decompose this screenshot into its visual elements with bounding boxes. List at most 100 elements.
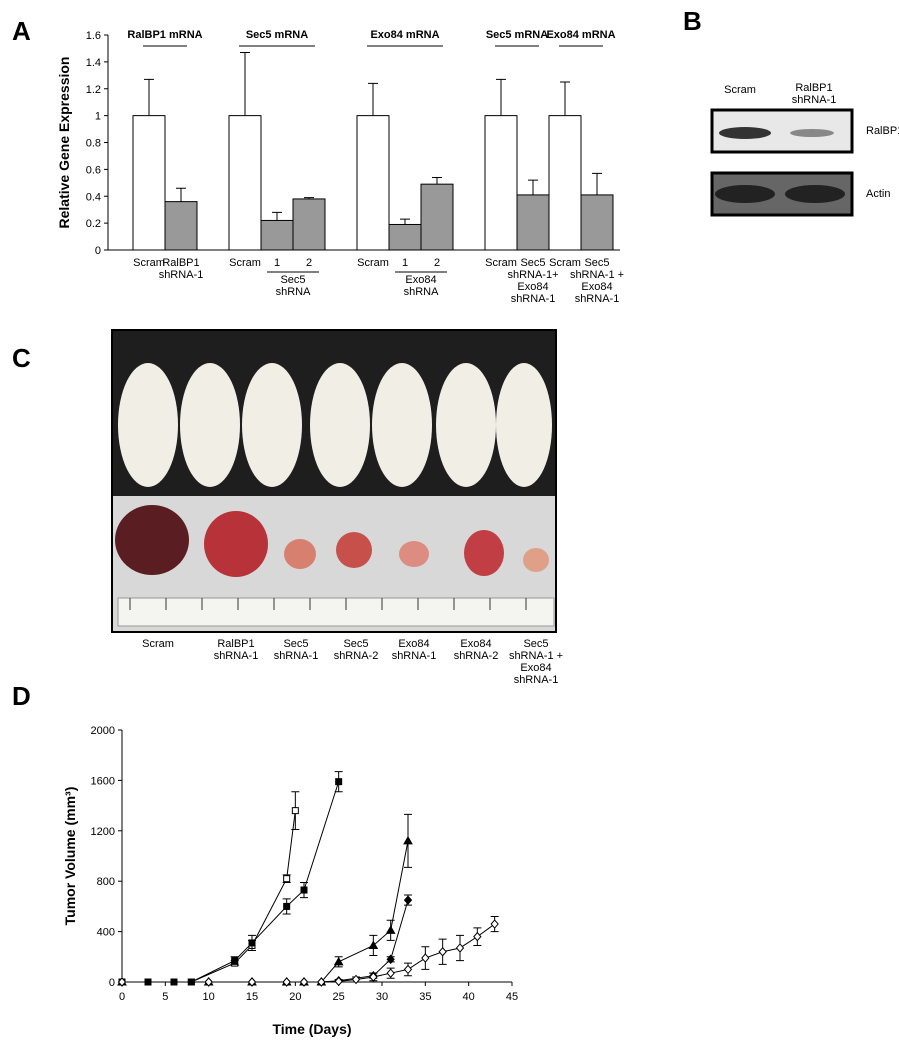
y-tick-label: 1.4	[86, 57, 101, 69]
series-line	[122, 899, 409, 983]
marker	[473, 931, 482, 942]
marker	[247, 977, 257, 987]
error-bar	[272, 211, 282, 221]
x-tick-label: 2	[306, 257, 312, 269]
marker	[248, 939, 256, 947]
series-line	[122, 923, 495, 983]
bar	[228, 115, 262, 251]
marker	[283, 875, 291, 883]
x-tick-label: Scram	[485, 257, 517, 269]
x-tick-label: Scram	[229, 257, 261, 269]
y-tick-label: 0.2	[86, 218, 101, 230]
marker	[117, 977, 127, 987]
marker	[351, 974, 361, 985]
y-tick-label: 400	[97, 927, 115, 939]
series-line	[122, 781, 340, 983]
group-header: Sec5 mRNA	[486, 29, 548, 41]
marker	[335, 778, 343, 786]
y-tick-label: 1200	[91, 826, 115, 838]
bar	[420, 183, 454, 251]
bar	[580, 194, 614, 251]
band-label: Actin	[866, 188, 890, 200]
lane-label: Scram	[724, 84, 756, 96]
series-line	[122, 840, 409, 983]
y-tick-label: 1.6	[86, 30, 101, 42]
marker	[282, 977, 291, 987]
marker	[231, 957, 239, 965]
marker	[317, 977, 326, 987]
bar	[388, 223, 422, 251]
error-bar	[528, 179, 538, 195]
x-tick-label: 20	[289, 991, 301, 1003]
x-tick-label: 25	[333, 991, 345, 1003]
bar	[164, 201, 198, 251]
marker	[299, 977, 309, 987]
error-bar	[368, 82, 378, 116]
y-axis-label: Tumor Volume (mm³)	[62, 787, 78, 926]
x-tick-label: 30	[376, 991, 388, 1003]
y-tick-label: 1600	[91, 775, 115, 787]
x-tick-label: 2	[434, 257, 440, 269]
x-tick-label: 35	[419, 991, 431, 1003]
photo-label: Exo84 shRNA-2	[454, 638, 499, 662]
y-tick-label: 0.6	[86, 164, 101, 176]
bar	[548, 115, 582, 251]
panel-label: B	[683, 6, 702, 36]
bar	[260, 219, 294, 251]
x-tick-label: 40	[463, 991, 475, 1003]
x-tick-label: 10	[203, 991, 215, 1003]
panel-label: A	[12, 16, 31, 46]
x-tick-label: Scram	[357, 257, 389, 269]
bar	[356, 115, 390, 251]
error-bar	[496, 78, 506, 116]
photo	[111, 329, 557, 633]
y-tick-label: 0.8	[86, 138, 101, 150]
marker	[403, 964, 413, 975]
y-tick-label: 0	[109, 977, 115, 989]
error-bar	[176, 187, 186, 202]
marker	[369, 972, 378, 982]
photo-label: Exo84 shRNA-1	[392, 638, 437, 662]
marker	[300, 886, 308, 894]
photo-label: Scram	[142, 638, 174, 650]
error-bar	[400, 218, 410, 225]
error-bar	[560, 81, 570, 116]
marker	[438, 947, 447, 957]
marker	[455, 943, 465, 953]
western-blot	[710, 108, 854, 217]
photo-label: RalBP1 shRNA-1	[214, 638, 259, 662]
bar	[516, 194, 550, 251]
marker	[334, 976, 343, 987]
series-line	[122, 810, 296, 983]
bar	[132, 115, 166, 251]
y-tick-label: 1.2	[86, 84, 101, 96]
x-tick-label: 15	[246, 991, 258, 1003]
bar	[484, 115, 518, 251]
bar	[292, 198, 326, 251]
panel-label: C	[12, 343, 31, 373]
group-header: Exo84 mRNA	[370, 29, 439, 41]
x-tick-label: 0	[119, 991, 125, 1003]
marker	[490, 919, 499, 929]
y-tick-label: 2000	[91, 725, 115, 737]
error-bar	[592, 172, 602, 195]
y-axis-label: Relative Gene Expression	[56, 57, 72, 229]
error-bar	[304, 197, 314, 199]
group-header: RalBP1 mRNA	[127, 29, 202, 41]
error-bar	[432, 176, 442, 185]
marker	[385, 925, 396, 934]
marker	[204, 977, 213, 987]
marker	[386, 954, 395, 965]
y-tick-label: 0	[95, 245, 101, 257]
group-sublabel: Sec5 shRNA	[276, 274, 312, 298]
x-tick-label: Scram	[133, 257, 165, 269]
marker	[403, 835, 413, 845]
y-tick-label: 800	[97, 876, 115, 888]
x-tick-label: Sec5 shRNA-1 + Exo84 shRNA-1	[570, 257, 624, 305]
photo-label: Sec5 shRNA-1	[274, 638, 319, 662]
group-header: Sec5 mRNA	[246, 29, 308, 41]
x-tick-label: 45	[506, 991, 518, 1003]
band-label: RalBP1	[866, 125, 899, 137]
x-tick-label: RalBP1 shRNA-1	[159, 257, 204, 281]
x-axis-label: Time (Days)	[272, 1021, 351, 1037]
